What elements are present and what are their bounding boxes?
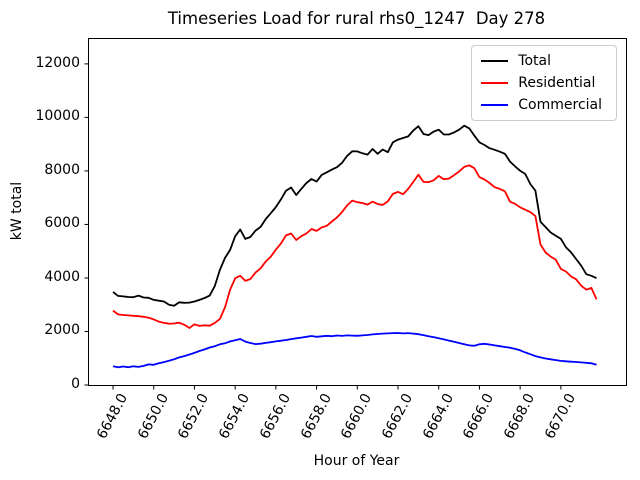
x-tick-label: 6670.0 xyxy=(541,391,580,442)
x-tick-label: 6656.0 xyxy=(256,391,295,442)
y-tick-label: 2000 xyxy=(44,322,80,339)
y-tick-label: 4000 xyxy=(44,268,80,285)
legend-swatch-total xyxy=(481,60,509,62)
legend-entry-commercial: Commercial xyxy=(481,97,606,113)
tick-marks xyxy=(84,63,562,390)
x-tick-label: 6648.0 xyxy=(94,391,132,442)
x-tick-label: 6650.0 xyxy=(134,391,172,442)
x-tick-label: 6666.0 xyxy=(460,391,498,442)
legend-entry-residential: Residential xyxy=(481,75,606,91)
x-tick-label: 6660.0 xyxy=(338,391,376,442)
legend-label-total: Total xyxy=(518,53,551,69)
x-tick-label: 6662.0 xyxy=(379,391,417,442)
legend-label-residential: Residential xyxy=(518,75,596,91)
legend-label-commercial: Commercial xyxy=(518,97,602,113)
x-tick-label: 6668.0 xyxy=(501,391,539,442)
chart-title: Timeseries Load for rural rhs0_1247 Day … xyxy=(167,9,546,28)
series-line-residential xyxy=(112,164,598,329)
y-tick-label: 10000 xyxy=(35,108,80,125)
y-tick-label: 12000 xyxy=(35,54,80,71)
legend-swatch-residential xyxy=(481,82,509,84)
legend: Total Residential Commercial xyxy=(471,45,617,121)
x-axis-label: Hour of Year xyxy=(313,453,400,469)
series-line-commercial xyxy=(112,332,597,369)
x-tick-label: 6652.0 xyxy=(175,391,213,442)
x-tick-label: 6664.0 xyxy=(419,391,457,442)
legend-swatch-commercial xyxy=(481,104,509,106)
legend-entry-total: Total xyxy=(481,53,606,69)
y-axis-label: kW total xyxy=(9,181,25,241)
x-tick-label: 6658.0 xyxy=(297,391,335,442)
y-tick-label: 6000 xyxy=(44,215,80,232)
y-tick-label: 0 xyxy=(71,376,80,392)
y-tick-label: 8000 xyxy=(44,161,80,178)
plot-canvas xyxy=(84,63,598,390)
x-tick-label: 6654.0 xyxy=(216,391,254,442)
series-line-total xyxy=(112,124,597,307)
